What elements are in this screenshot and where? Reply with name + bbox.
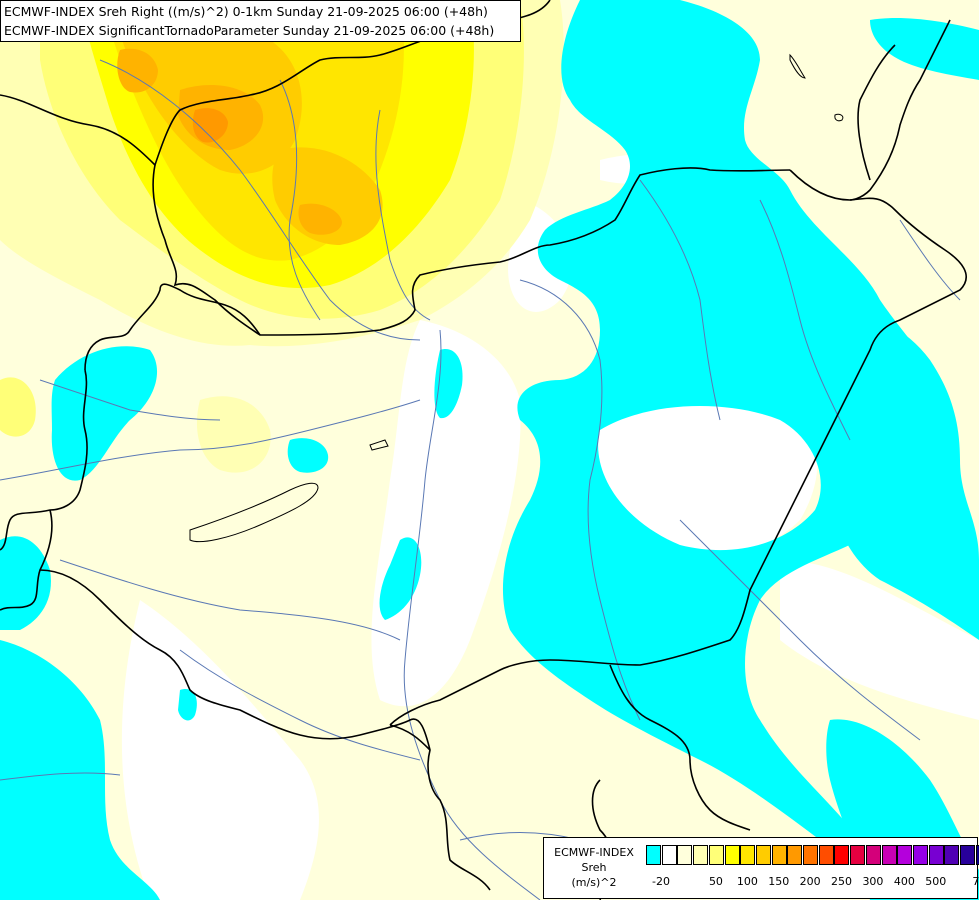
small-lake [369, 439, 389, 451]
legend-tick-label: 150 [768, 875, 790, 888]
legend-swatch [724, 845, 740, 865]
legend-tick-label: 50 [708, 875, 723, 888]
lake-small-2 [834, 113, 844, 122]
legend-swatch [944, 845, 960, 865]
legend-tick-label: 300 [862, 875, 884, 888]
legend-swatch [975, 845, 979, 865]
lake-balaton [189, 482, 319, 543]
legend-swatch [834, 845, 850, 865]
legend-swatch [818, 845, 834, 865]
legend-swatch [850, 845, 866, 865]
legend-swatch [897, 845, 913, 865]
legend-tick-label: -20 [652, 875, 670, 888]
legend-swatch [928, 845, 944, 865]
legend-tick-label: 500 [925, 875, 947, 888]
legend-swatch [960, 845, 975, 865]
high-helicity-zones [0, 0, 564, 473]
map-title-box: ECMWF-INDEX Sreh Right ((m/s)^2) 0-1km S… [0, 0, 521, 42]
legend-swatch [912, 845, 928, 865]
legend-swatch [708, 845, 724, 865]
legend-tick-label: 700 [972, 875, 979, 888]
lake-north [789, 53, 806, 79]
legend-swatch [693, 845, 709, 865]
legend-swatch [787, 845, 803, 865]
legend-swatch [803, 845, 818, 865]
rivers [0, 59, 961, 900]
color-legend: ECMWF-INDEX Sreh (m/s)^2 -20 50 100 150 200 2… [543, 837, 979, 899]
legend-swatch [771, 845, 787, 865]
legend-swatch [677, 845, 693, 865]
legend-title: ECMWF-INDEX [554, 846, 634, 859]
legend-tick-label: 250 [831, 875, 853, 888]
legend-swatch [740, 845, 756, 865]
legend-swatch [881, 845, 897, 865]
legend-swatch [661, 845, 677, 865]
title-line-1: ECMWF-INDEX Sreh Right ((m/s)^2) 0-1km S… [4, 4, 488, 19]
legend-swatch [755, 845, 771, 865]
legend-swatch [865, 845, 881, 865]
legend-unit: (m/s)^2 [571, 876, 617, 889]
legend-variable: Sreh [581, 861, 607, 874]
legend-tick-label: 400 [893, 875, 915, 888]
title-line-2: ECMWF-INDEX SignificantTornadoParameter … [4, 23, 495, 38]
legend-swatch [646, 845, 661, 865]
legend-tick-label: 200 [799, 875, 821, 888]
legend-tick-label: 100 [736, 875, 758, 888]
